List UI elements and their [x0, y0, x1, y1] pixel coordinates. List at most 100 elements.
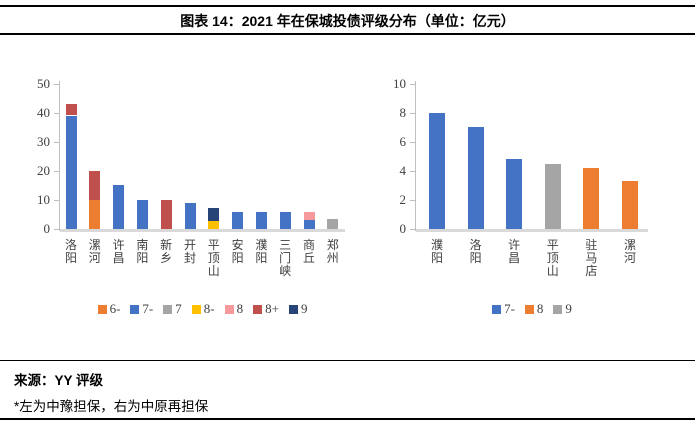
bar-segment-8+	[89, 170, 101, 200]
legend-swatch-icon	[191, 304, 201, 314]
y-axis-label: 2	[399, 191, 407, 207]
legend-swatch-icon	[130, 304, 140, 314]
y-axis-label: 10	[393, 75, 406, 91]
x-axis-label: 平顶山	[207, 238, 220, 278]
bar-segment-7	[327, 218, 339, 229]
legend-item: 8	[224, 301, 244, 317]
footer-divider	[0, 360, 695, 362]
x-axis-label: 漯河	[623, 238, 636, 265]
legend-swatch-icon	[553, 304, 563, 314]
bar-segment-9	[208, 208, 220, 222]
y-axis-tick	[410, 112, 415, 114]
bar-7-	[506, 159, 523, 229]
y-axis-tick	[410, 141, 415, 143]
chart-legend: 6- 7- 7 8- 8 8+ 9	[60, 301, 345, 317]
legend-swatch-icon	[288, 304, 298, 314]
y-axis-label: 30	[37, 133, 50, 149]
bar-segment-6-	[89, 199, 101, 229]
x-axis-label: 三门峡	[279, 238, 292, 278]
y-axis-line	[58, 80, 60, 231]
y-axis-label: 20	[37, 162, 50, 178]
y-axis-tick	[54, 112, 59, 114]
legend-label: 7-	[504, 301, 515, 316]
legend-item: 7-	[492, 301, 515, 317]
legend-swatch-icon	[224, 304, 234, 314]
legend-swatch-icon	[253, 304, 263, 314]
y-axis-label: 6	[399, 133, 407, 149]
legend-swatch-icon	[524, 304, 534, 314]
y-axis-tick	[410, 170, 415, 172]
legend-label: 8	[536, 301, 544, 316]
y-axis-tick	[410, 199, 415, 201]
figure-title: 图表 14：2021 年在保城投债评级分布（单位：亿元）	[180, 13, 515, 29]
y-axis-label: 0	[43, 221, 51, 236]
y-axis-tick	[54, 141, 59, 143]
bar-segment-7-	[184, 202, 196, 229]
x-axis-label: 洛阳	[469, 238, 482, 265]
legend-label: 7-	[142, 301, 154, 316]
legend-swatch-icon	[163, 304, 173, 314]
source-text: 来源：YY 评级	[14, 373, 104, 388]
bar-9	[544, 163, 561, 229]
legend-item: 8	[524, 301, 544, 317]
legend-item: 9	[288, 301, 307, 317]
x-axis-label: 商丘	[302, 238, 315, 265]
legend-label: 6-	[109, 301, 121, 316]
bar-segment-7-	[113, 185, 125, 229]
y-axis-tick	[54, 170, 59, 172]
legend-item: 9	[553, 301, 572, 317]
y-axis-tick	[54, 199, 59, 201]
x-axis-label: 郑州	[326, 238, 339, 265]
x-axis-label: 新乡	[160, 238, 173, 265]
chart-legend: 7- 8 9	[416, 301, 648, 317]
legend-swatch-icon	[97, 304, 107, 314]
footnote-text: *左为中豫担保，右为中原再担保	[14, 399, 209, 414]
x-axis-line	[60, 228, 345, 232]
bar-segment-8	[303, 211, 315, 221]
bar-segment-7-	[136, 199, 148, 229]
bar-segment-8-	[208, 221, 220, 229]
bar-8	[583, 167, 600, 229]
x-axis-label: 濮阳	[430, 238, 443, 265]
top-divider	[0, 5, 695, 7]
y-axis-label: 50	[37, 75, 50, 91]
x-axis-line	[416, 228, 648, 232]
bar-segment-7-	[65, 115, 77, 229]
bar-7-	[467, 127, 484, 229]
y-axis-line	[414, 80, 416, 231]
bar-segment-7-	[279, 211, 291, 229]
x-axis-label: 平顶山	[546, 238, 559, 278]
legend-item: 8-	[191, 301, 215, 317]
bar-segment-7-	[232, 211, 244, 229]
x-axis-label: 漯河	[88, 238, 101, 265]
x-axis-label: 安阳	[231, 238, 244, 265]
y-axis-label: 10	[37, 191, 50, 207]
y-axis-label: 40	[37, 104, 50, 120]
y-axis-label: 8	[399, 104, 407, 120]
legend-swatch-icon	[492, 304, 502, 314]
bar-segment-7-	[303, 220, 315, 229]
y-axis-tick	[54, 83, 59, 85]
legend-label: 8	[236, 301, 244, 316]
y-axis-label: 0	[399, 221, 407, 236]
bar-8	[622, 180, 638, 229]
title-divider	[0, 33, 695, 35]
y-axis-tick	[410, 229, 415, 230]
legend-item: 8+	[253, 301, 279, 317]
y-axis-tick	[410, 83, 415, 85]
legend-item: 7	[163, 301, 182, 317]
bar-segment-7-	[255, 211, 267, 229]
legend-item: 6-	[97, 301, 121, 317]
y-axis-label: 4	[399, 162, 407, 178]
x-axis-label: 南阳	[136, 238, 149, 265]
bar-segment-8+	[160, 199, 172, 229]
x-axis-label: 濮阳	[255, 238, 268, 265]
legend-label: 8+	[265, 301, 279, 316]
y-axis-tick	[54, 229, 59, 230]
legend-label: 7	[175, 301, 182, 316]
bar-7-	[429, 112, 445, 229]
bottom-divider	[0, 418, 695, 420]
x-axis-label: 驻马店	[585, 238, 598, 278]
x-axis-label: 许昌	[112, 238, 125, 265]
